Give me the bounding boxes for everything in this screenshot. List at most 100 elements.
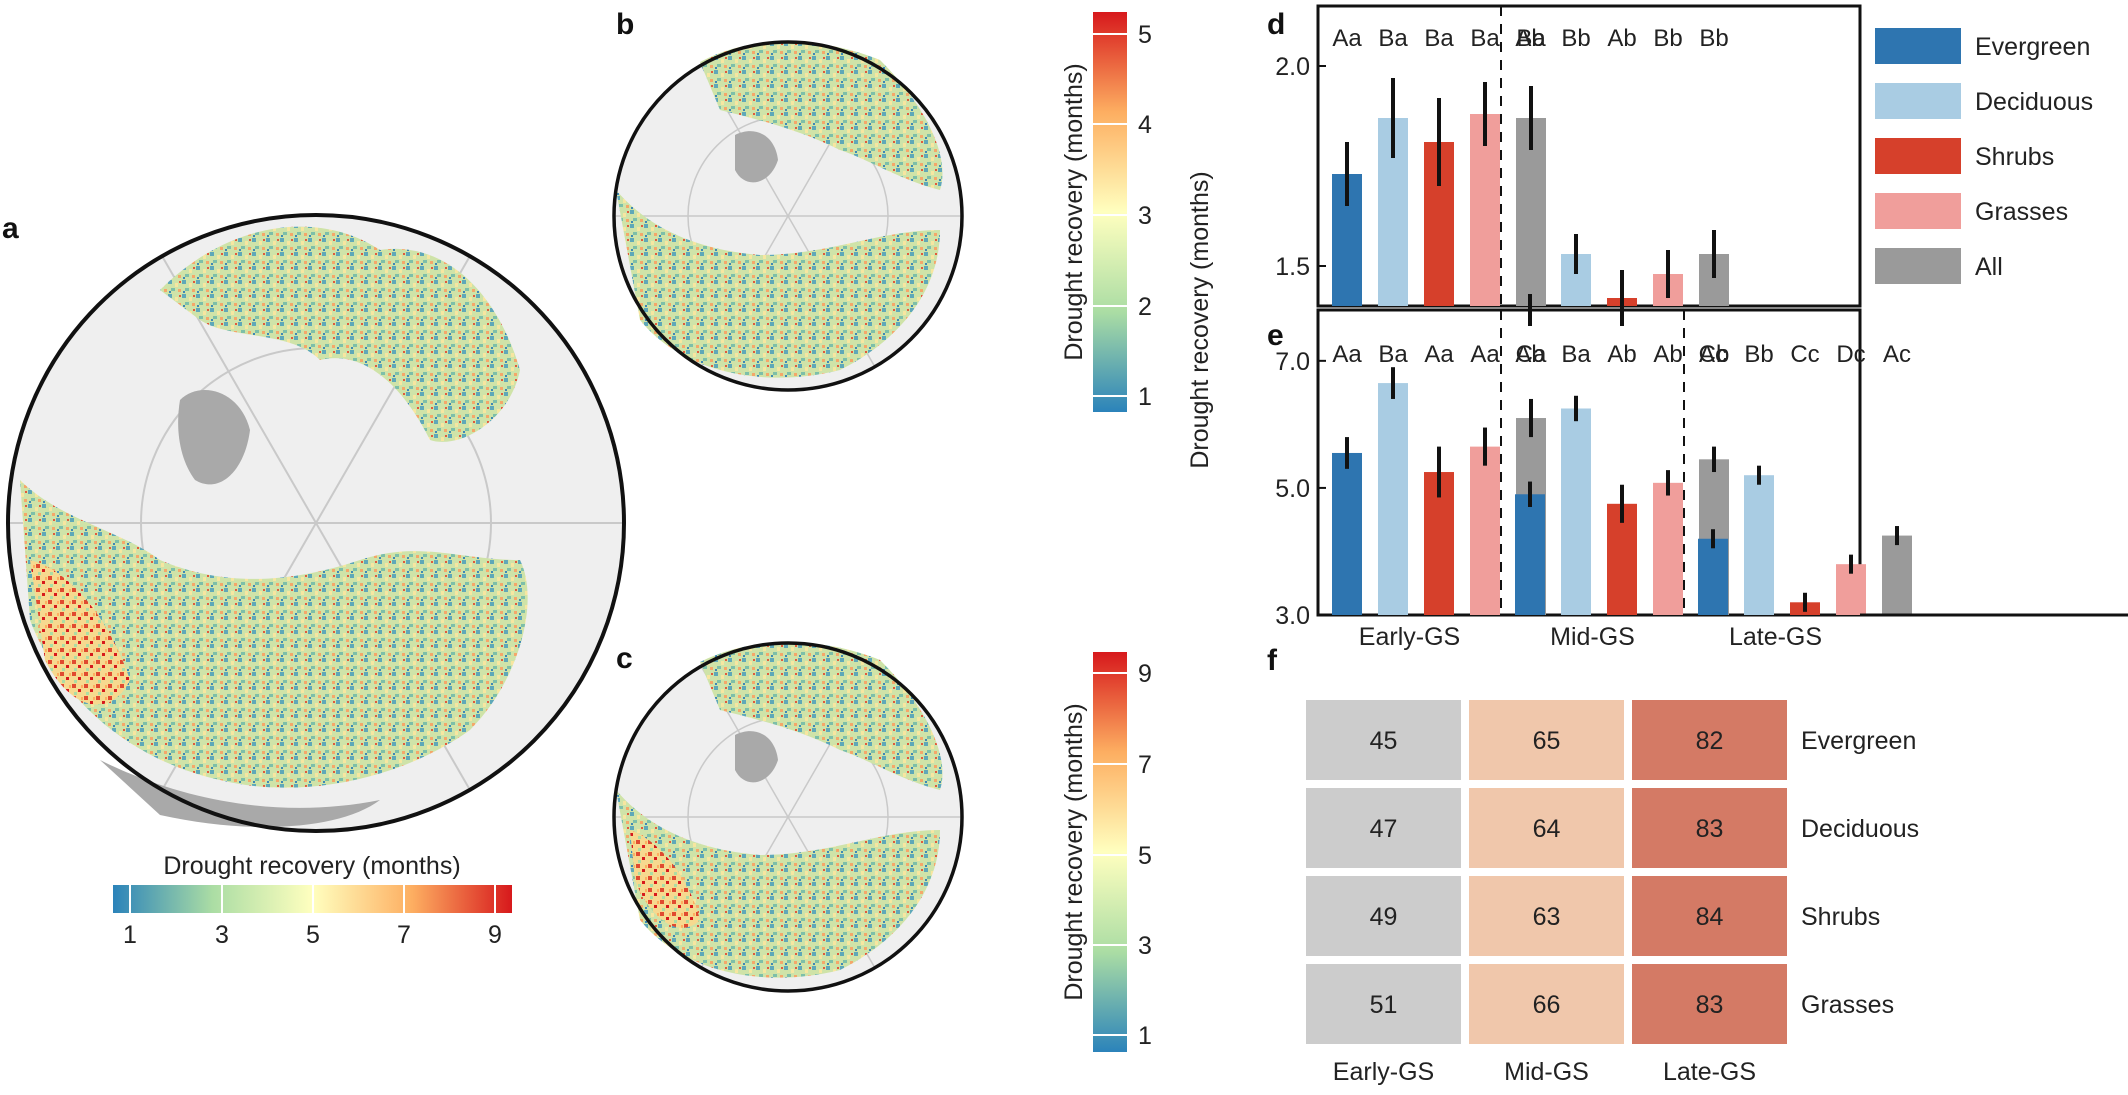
map-a-south-land	[100, 760, 380, 827]
panel-e-y-tick-label: 5.0	[1275, 475, 1310, 503]
map-b-north-america	[700, 41, 943, 190]
panel-letter-d: d	[1267, 8, 1285, 41]
panel-d-significance-letter: Ba	[1516, 25, 1546, 52]
panel-e-significance-letter: Ba	[1378, 341, 1408, 368]
panel-e-significance-letter: Ac	[1883, 341, 1911, 368]
heatmap-row-label: Evergreen	[1801, 727, 1916, 755]
colorbar-c: 1 3 5 7 9 Drought recovery (months)	[1060, 652, 1152, 1052]
map-c-frame	[612, 641, 964, 993]
panel-e-bar-deciduous-late-gs	[1744, 475, 1774, 615]
panel-e-significance-letter: Aa	[1424, 341, 1454, 368]
heatmap-cell-value: 47	[1370, 815, 1398, 843]
heatmap-cell	[1632, 964, 1787, 1044]
colorbar-c-tick: 1	[1138, 1022, 1152, 1050]
legend-swatch-all	[1875, 248, 1961, 284]
colorbar-a-tick: 1	[123, 921, 137, 949]
panel-letter-a: a	[2, 212, 19, 245]
panel-letter-c: c	[616, 642, 633, 675]
legend-swatch-deciduous	[1875, 83, 1961, 119]
panel-d-significance-letter: Ba	[1424, 25, 1454, 52]
panel-d-y-tick-label: 1.5	[1275, 253, 1310, 281]
panel-e-y-tick-label: 3.0	[1275, 602, 1310, 630]
panel-e-bar-evergreen-late-gs	[1698, 538, 1728, 615]
colorbar-a-tick: 7	[397, 921, 411, 949]
panel-d-significance-letter: Aa	[1332, 25, 1362, 52]
map-b-eurasia	[616, 190, 940, 378]
panel-e-significance-letter: Cc	[1790, 341, 1819, 368]
shared-y-axis-label: Drought recovery (months)	[1186, 171, 1214, 468]
panel-e-significance-letter: Dc	[1836, 341, 1865, 368]
heatmap-row-label: Shrubs	[1801, 903, 1880, 931]
panel-letter-e: e	[1267, 319, 1284, 352]
colorbar-c-tick: 9	[1138, 660, 1152, 688]
panel-e-significance-letter: Cb	[1699, 341, 1730, 368]
heatmap-cell-value: 45	[1370, 727, 1398, 755]
panel-d-legend: Evergreen Deciduous Shrubs Grasses All	[1875, 28, 2093, 284]
map-a-greenland	[178, 390, 250, 485]
heatmap-cell-value: 65	[1533, 727, 1561, 755]
legend-swatch-grasses	[1875, 193, 1961, 229]
colorbar-b-tick: 1	[1138, 383, 1152, 411]
panel-d-significance-letter: Ba	[1470, 25, 1500, 52]
panel-e-significance-letter: Ba	[1561, 341, 1591, 368]
panel-e-bar-deciduous-early-gs	[1378, 383, 1408, 615]
map-a-frame	[6, 213, 626, 833]
panel-e-significance-letter: Ab	[1607, 341, 1636, 368]
heatmap-column-label: Mid-GS	[1504, 1058, 1589, 1086]
map-a-north-america	[160, 226, 520, 442]
legend-label-shrubs: Shrubs	[1975, 143, 2054, 171]
legend-label-deciduous: Deciduous	[1975, 88, 2093, 116]
colorbar-a-tick: 9	[488, 921, 502, 949]
map-a-land	[20, 226, 528, 827]
map-c-north-america	[700, 642, 943, 790]
colorbar-b-tick: 5	[1138, 21, 1152, 49]
panel-d-significance-letter: Ab	[1607, 25, 1636, 52]
heatmap-column-label: Late-GS	[1663, 1058, 1756, 1086]
heatmap-cell	[1306, 700, 1461, 780]
panel-d-significance-letter: Ab	[1515, 25, 1544, 52]
heatmap-cell-value: 82	[1696, 727, 1724, 755]
colorbar-c-tick: 3	[1138, 932, 1152, 960]
panel-d-significance-letter: Ba	[1378, 25, 1408, 52]
heatmap-cell	[1306, 788, 1461, 868]
heatmap-cell-value: 84	[1696, 903, 1724, 931]
panel-e-bar-evergreen-mid-gs	[1515, 494, 1545, 615]
map-b-frame	[612, 40, 964, 392]
map-a-eurasia	[20, 480, 528, 788]
colorbar-b: 1 2 3 4 5 Drought recovery (months)	[1060, 12, 1152, 412]
map-c-europe-hotspot	[630, 830, 700, 928]
colorbar-c-tick: 7	[1138, 751, 1152, 779]
panel-e-x-tick-label: Early-GS	[1359, 623, 1460, 651]
map-c-eurasia	[616, 790, 940, 978]
colorbar-b-tick: 4	[1138, 111, 1152, 139]
heatmap-cell	[1632, 876, 1787, 956]
colorbar-b-bar	[1093, 12, 1127, 412]
legend-label-all: All	[1975, 253, 2003, 281]
colorbar-a-tick: 5	[306, 921, 320, 949]
heatmap-cell	[1469, 700, 1624, 780]
colorbar-b-tick: 3	[1138, 202, 1152, 230]
panel-e-bar-deciduous-mid-gs	[1561, 408, 1591, 615]
map-a-europe-hotspot	[30, 560, 130, 705]
heatmap-cell-value: 51	[1370, 991, 1398, 1019]
map-b	[612, 40, 964, 392]
panel-e-significance-letter: Ca	[1516, 341, 1547, 368]
heatmap-cell-value: 49	[1370, 903, 1398, 931]
map-b-greenland	[735, 131, 778, 183]
panel-e-x-tick-label: Late-GS	[1729, 623, 1822, 651]
heatmap-cell-value: 63	[1533, 903, 1561, 931]
heatmap-cell	[1306, 964, 1461, 1044]
colorbar-c-tick: 5	[1138, 842, 1152, 870]
panel-e-bar-all-late-gs	[1882, 535, 1912, 615]
panel-f-heatmap: 45 65 82 Evergreen 47 64 83 Deciduous 49 63 84 Shru…	[1306, 700, 1919, 1086]
legend-swatch-shrubs	[1875, 138, 1961, 174]
colorbar-b-title: Drought recovery (months)	[1060, 63, 1088, 360]
panel-e-bar-evergreen-early-gs	[1332, 452, 1362, 615]
panel-e-significance-letter: Aa	[1332, 341, 1362, 368]
colorbar-b-tick: 2	[1138, 293, 1152, 321]
panel-letter-b: b	[616, 8, 634, 41]
legend-label-grasses: Grasses	[1975, 198, 2068, 226]
